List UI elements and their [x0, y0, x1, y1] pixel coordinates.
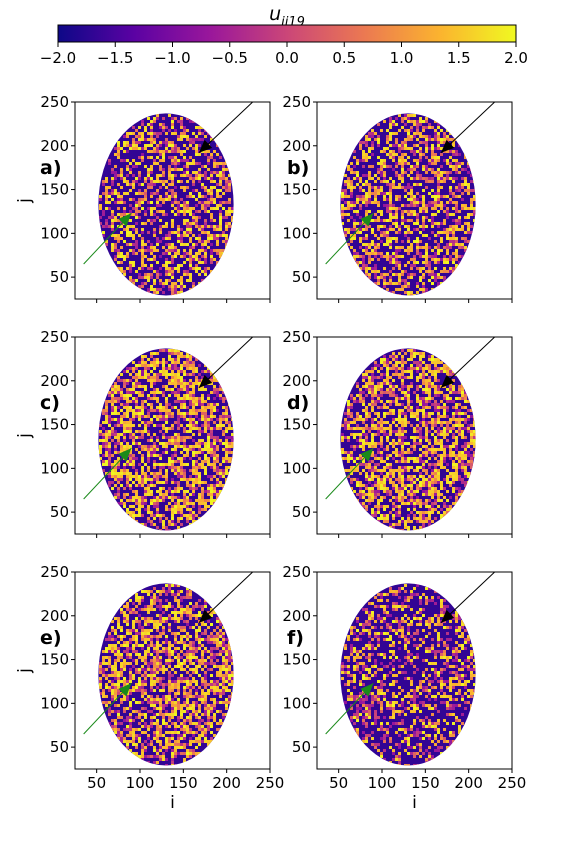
y-tick-label: 250 — [282, 93, 311, 111]
x-tick-label: 200 — [212, 774, 241, 792]
x-tick-label: 100 — [368, 774, 397, 792]
y-tick-label: 150 — [40, 416, 69, 434]
green-arrow-head — [118, 683, 132, 697]
green-arrow-head — [118, 213, 132, 227]
y-axis-title: j — [15, 668, 35, 674]
colorbar-tick-label: 2.0 — [504, 49, 528, 67]
x-tick-label: 250 — [498, 774, 527, 792]
panel-f: 50 100 150 200 250 50 100 150 200 250 i f) — [282, 563, 526, 813]
colorbar-tick-label: 0.5 — [332, 49, 356, 67]
colorbar-tick-label: −1.5 — [97, 49, 133, 67]
x-tick-label: 100 — [126, 774, 155, 792]
black-arrow-head — [440, 374, 455, 388]
y-tick-label: 150 — [40, 181, 69, 199]
brain-map — [98, 113, 234, 296]
y-tick-label: 100 — [40, 459, 69, 477]
green-arrow-head — [118, 448, 132, 462]
x-tick-label: 200 — [454, 774, 483, 792]
axes-frame — [74, 101, 271, 300]
panel-label: c) — [40, 392, 60, 414]
y-tick-label: 100 — [40, 694, 69, 712]
axes-frame — [74, 336, 271, 535]
y-tick-label: 150 — [282, 651, 311, 669]
brain-map — [340, 583, 476, 766]
axes-frame — [316, 571, 513, 770]
panel-label: e) — [40, 627, 62, 649]
y-tick-label: 250 — [282, 328, 311, 346]
y-tick-label: 250 — [40, 563, 69, 581]
axes-frame — [74, 571, 271, 770]
black-arrow-head — [440, 139, 455, 153]
black-arrow-head — [198, 139, 213, 153]
brain-map — [340, 113, 476, 296]
y-tick-label: 150 — [282, 416, 311, 434]
panel-label: d) — [287, 392, 309, 414]
colorbar-gradient — [57, 24, 517, 43]
y-axis-title: j — [15, 198, 35, 204]
black-arrow-head — [198, 374, 213, 388]
y-tick-label: 100 — [282, 224, 311, 242]
green-arrow-head — [360, 448, 374, 462]
x-axis-title: i — [170, 793, 175, 813]
y-tick-label: 50 — [292, 268, 311, 286]
panel-b: 50 100 150 200 250 b) — [282, 93, 513, 303]
x-tick-label: 150 — [169, 774, 198, 792]
y-tick-label: 50 — [50, 503, 69, 521]
y-tick-label: 50 — [50, 268, 69, 286]
panel-grid: 50 100 150 200 250 j a) 50 100 150 200 250 b) 50 100 15… — [15, 93, 526, 813]
y-tick-label: 250 — [40, 93, 69, 111]
panel-d: 50 100 150 200 250 d) — [282, 328, 513, 538]
brain-map — [340, 348, 476, 531]
brain-map — [98, 348, 234, 531]
colorbar-tick-label: −1.0 — [154, 49, 190, 67]
colorbar-tick-label: −2.0 — [40, 49, 76, 67]
green-arrow-head — [360, 213, 374, 227]
y-tick-label: 200 — [282, 372, 311, 390]
y-tick-label: 200 — [40, 607, 69, 625]
y-tick-label: 100 — [282, 459, 311, 477]
colorbar-ticks: −2.0 −1.5 −1.0 −0.5 0.0 0.5 1.0 1.5 2.0 — [40, 42, 528, 67]
y-tick-label: 200 — [282, 607, 311, 625]
panel-label: b) — [287, 157, 309, 179]
x-axis-title: i — [412, 793, 417, 813]
colorbar-title-main: u — [269, 3, 281, 25]
colorbar: uij19 −2.0 −1.5 −1.0 −0.5 0.0 0.5 1.0 1.5 2.0 — [40, 3, 528, 67]
colorbar-tick-label: −0.5 — [212, 49, 248, 67]
axes-frame — [316, 101, 513, 300]
colorbar-tick-label: 1.0 — [390, 49, 414, 67]
y-tick-label: 100 — [40, 224, 69, 242]
green-arrow-head — [360, 683, 374, 697]
y-tick-label: 250 — [282, 563, 311, 581]
y-tick-label: 50 — [292, 503, 311, 521]
y-tick-label: 100 — [282, 694, 311, 712]
y-tick-label: 200 — [40, 372, 69, 390]
colorbar-tick-label: 1.5 — [447, 49, 471, 67]
panel-label: a) — [40, 157, 62, 179]
y-tick-label: 150 — [40, 651, 69, 669]
panel-c: 50 100 150 200 250 j c) — [15, 328, 271, 538]
brain-map — [98, 583, 234, 766]
x-tick-label: 50 — [87, 774, 106, 792]
x-tick-label: 250 — [256, 774, 285, 792]
colorbar-tick-label: 0.0 — [275, 49, 299, 67]
x-tick-label: 150 — [411, 774, 440, 792]
y-tick-label: 200 — [40, 137, 69, 155]
y-tick-label: 200 — [282, 137, 311, 155]
y-axis-title: j — [15, 433, 35, 439]
black-arrow-head — [198, 609, 213, 623]
y-tick-label: 50 — [50, 738, 69, 756]
x-tick-label: 50 — [329, 774, 348, 792]
panel-a: 50 100 150 200 250 j a) — [15, 93, 271, 303]
axes-frame — [316, 336, 513, 535]
y-tick-label: 50 — [292, 738, 311, 756]
panel-label: f) — [287, 627, 304, 649]
panel-e: 50 100 150 200 250 50 100 150 200 250 j i e) — [15, 563, 284, 813]
y-tick-label: 250 — [40, 328, 69, 346]
y-tick-label: 150 — [282, 181, 311, 199]
black-arrow-head — [440, 609, 455, 623]
